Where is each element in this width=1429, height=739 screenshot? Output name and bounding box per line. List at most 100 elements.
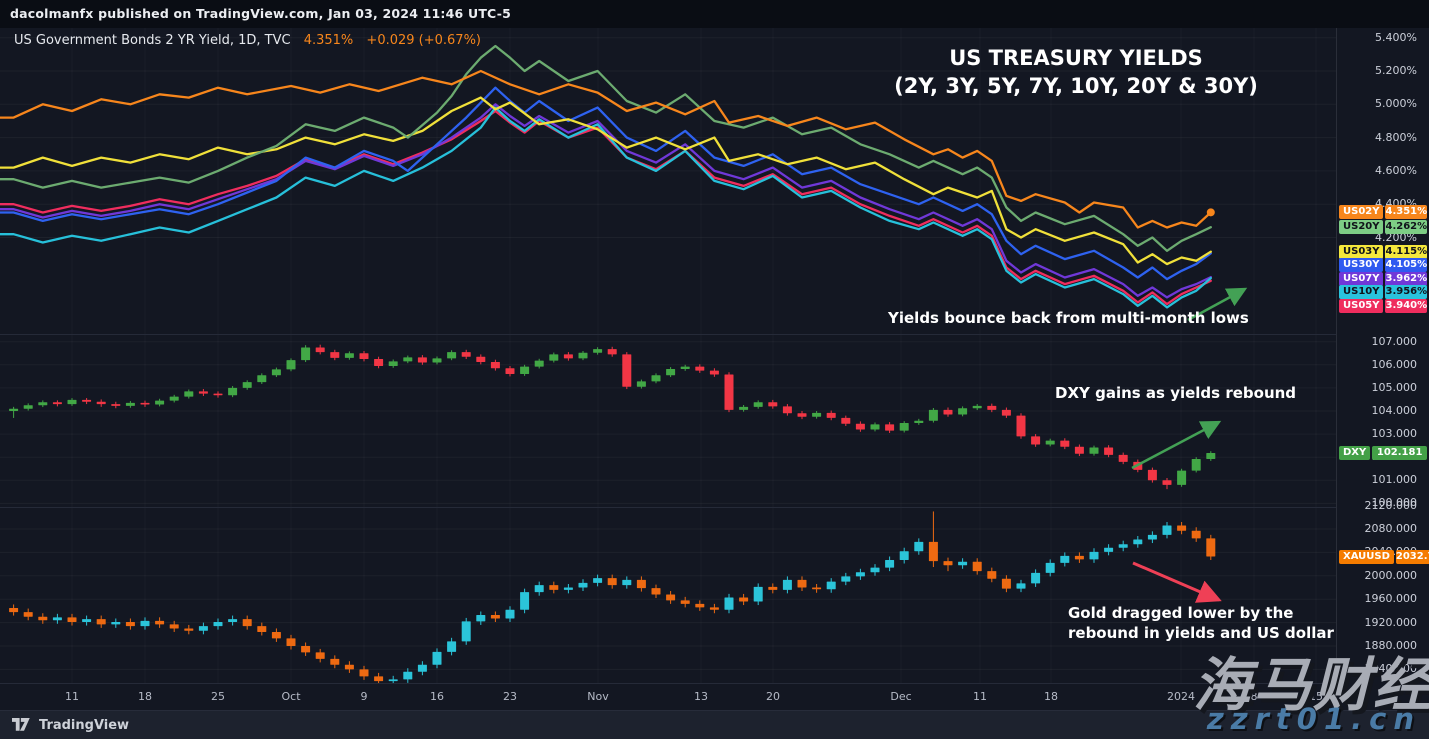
candle-body	[622, 354, 632, 387]
candle-body	[52, 402, 62, 405]
candle-body	[666, 594, 676, 601]
candle-body	[505, 609, 515, 619]
candle-body	[213, 393, 223, 396]
chart-area[interactable]	[0, 28, 1336, 710]
candle-body	[841, 417, 851, 424]
candle-body	[1001, 578, 1011, 589]
gold-pane[interactable]	[0, 508, 1336, 683]
candle-body	[330, 352, 340, 358]
candle-body	[23, 612, 33, 617]
badge-value: 3.962%	[1385, 271, 1428, 286]
time-label: Nov	[587, 690, 609, 703]
candle-body	[724, 597, 734, 610]
candle-body	[374, 359, 384, 366]
pane-divider-1[interactable]	[0, 334, 1336, 335]
price-tick: 101.000	[1371, 473, 1418, 487]
badge-value: 3.940%	[1385, 298, 1428, 313]
candle-body	[549, 585, 559, 590]
time-label: 15	[1309, 690, 1323, 703]
candle-body	[476, 614, 486, 622]
tradingview-brand[interactable]: TradingView	[39, 717, 130, 733]
price-tick: 1840.000	[1364, 662, 1418, 676]
candle-body	[753, 402, 763, 407]
time-label: 8	[1250, 690, 1258, 703]
candle-body	[1074, 555, 1084, 560]
yields-pane[interactable]	[0, 28, 1336, 334]
candle-body	[184, 628, 194, 631]
candle-body	[9, 408, 19, 411]
candle-body	[1016, 583, 1026, 589]
time-label: 11	[65, 690, 79, 703]
candle-body	[914, 420, 924, 424]
candle-body	[885, 424, 895, 431]
candle-body	[67, 617, 77, 623]
candle-body	[534, 360, 544, 367]
candle-body	[403, 671, 413, 680]
yields-title-line1: US TREASURY YIELDS	[949, 46, 1203, 70]
symbol-legend[interactable]: US Government Bonds 2 YR Yield, 1D, TVC …	[14, 33, 481, 48]
candle-body	[636, 579, 646, 589]
time-axis[interactable]: 11 18 25 Oct 9 16 23 Nov 13 20 Dec 11 18 2024 8 15	[0, 683, 1336, 710]
price-badge-US02Y: US02Y 4.351%	[1339, 205, 1428, 220]
publish-text: dacolmanfx published on TradingView.com,…	[10, 6, 512, 21]
candle-body	[286, 638, 296, 646]
candle-body	[1147, 534, 1157, 540]
badge-ticker: US10Y	[1339, 285, 1384, 300]
candle-body	[286, 360, 296, 370]
candle-body	[928, 409, 938, 421]
badge-value: 2032.725	[1395, 549, 1429, 564]
yield-line-US30Y	[0, 86, 1212, 281]
candle-body	[870, 424, 880, 430]
candle-body	[563, 587, 573, 590]
candle-body	[96, 401, 106, 405]
symbol-last-value: 4.351%	[303, 33, 354, 48]
badge-value: 4.351%	[1385, 205, 1428, 220]
candle-body	[709, 370, 719, 375]
pane-divider-2[interactable]	[0, 507, 1336, 508]
yield-line-US03Y	[0, 96, 1212, 266]
candle-body	[899, 423, 909, 431]
candle-body	[82, 619, 92, 623]
candle-body	[1074, 446, 1084, 454]
dxy-note-annotation: DXY gains as yields rebound	[1055, 384, 1297, 402]
badge-ticker: DXY	[1339, 446, 1371, 460]
symbol-change: +0.029 (+0.67%)	[366, 33, 481, 48]
candle-body	[695, 603, 705, 608]
candle-body	[155, 400, 165, 405]
badge-value: 3.956%	[1385, 285, 1428, 300]
candle-body	[1060, 440, 1070, 447]
candle-body	[228, 619, 238, 623]
tradingview-logo-icon[interactable]	[12, 718, 31, 732]
time-label: 23	[503, 690, 517, 703]
badge-ticker: US07Y	[1339, 271, 1384, 286]
candle-body	[855, 423, 865, 430]
price-scale[interactable]: 5.400% 5.200% 5.000% 4.800% 4.600% 4.400% 4.20…	[1336, 28, 1429, 710]
time-label: 13	[694, 690, 708, 703]
candle-body	[1191, 459, 1201, 471]
badge-ticker: US03Y	[1339, 244, 1384, 259]
candle-body	[739, 597, 749, 602]
candle-body	[315, 652, 325, 659]
candle-body	[1191, 530, 1201, 539]
candle-body	[403, 357, 413, 362]
candle-body	[987, 571, 997, 579]
time-label: 18	[1044, 690, 1058, 703]
candle-body	[38, 616, 48, 621]
candle-body	[1162, 480, 1172, 485]
candle-body	[359, 669, 369, 677]
dxy-pane[interactable]	[0, 335, 1336, 507]
time-label: Dec	[890, 690, 912, 703]
candle-body	[67, 399, 77, 405]
candle-body	[125, 402, 135, 406]
candle-body	[125, 622, 135, 627]
candle-body	[578, 352, 588, 359]
candle-body	[958, 408, 968, 415]
candle-body	[344, 664, 354, 670]
candle-body	[111, 622, 121, 625]
candle-body	[520, 592, 530, 610]
candle-body	[213, 622, 223, 627]
candle-body	[607, 349, 617, 355]
yield-line-US07Y	[0, 103, 1212, 299]
candle-body	[359, 353, 369, 360]
symbol-title[interactable]: US Government Bonds 2 YR Yield, 1D, TVC	[14, 33, 291, 48]
